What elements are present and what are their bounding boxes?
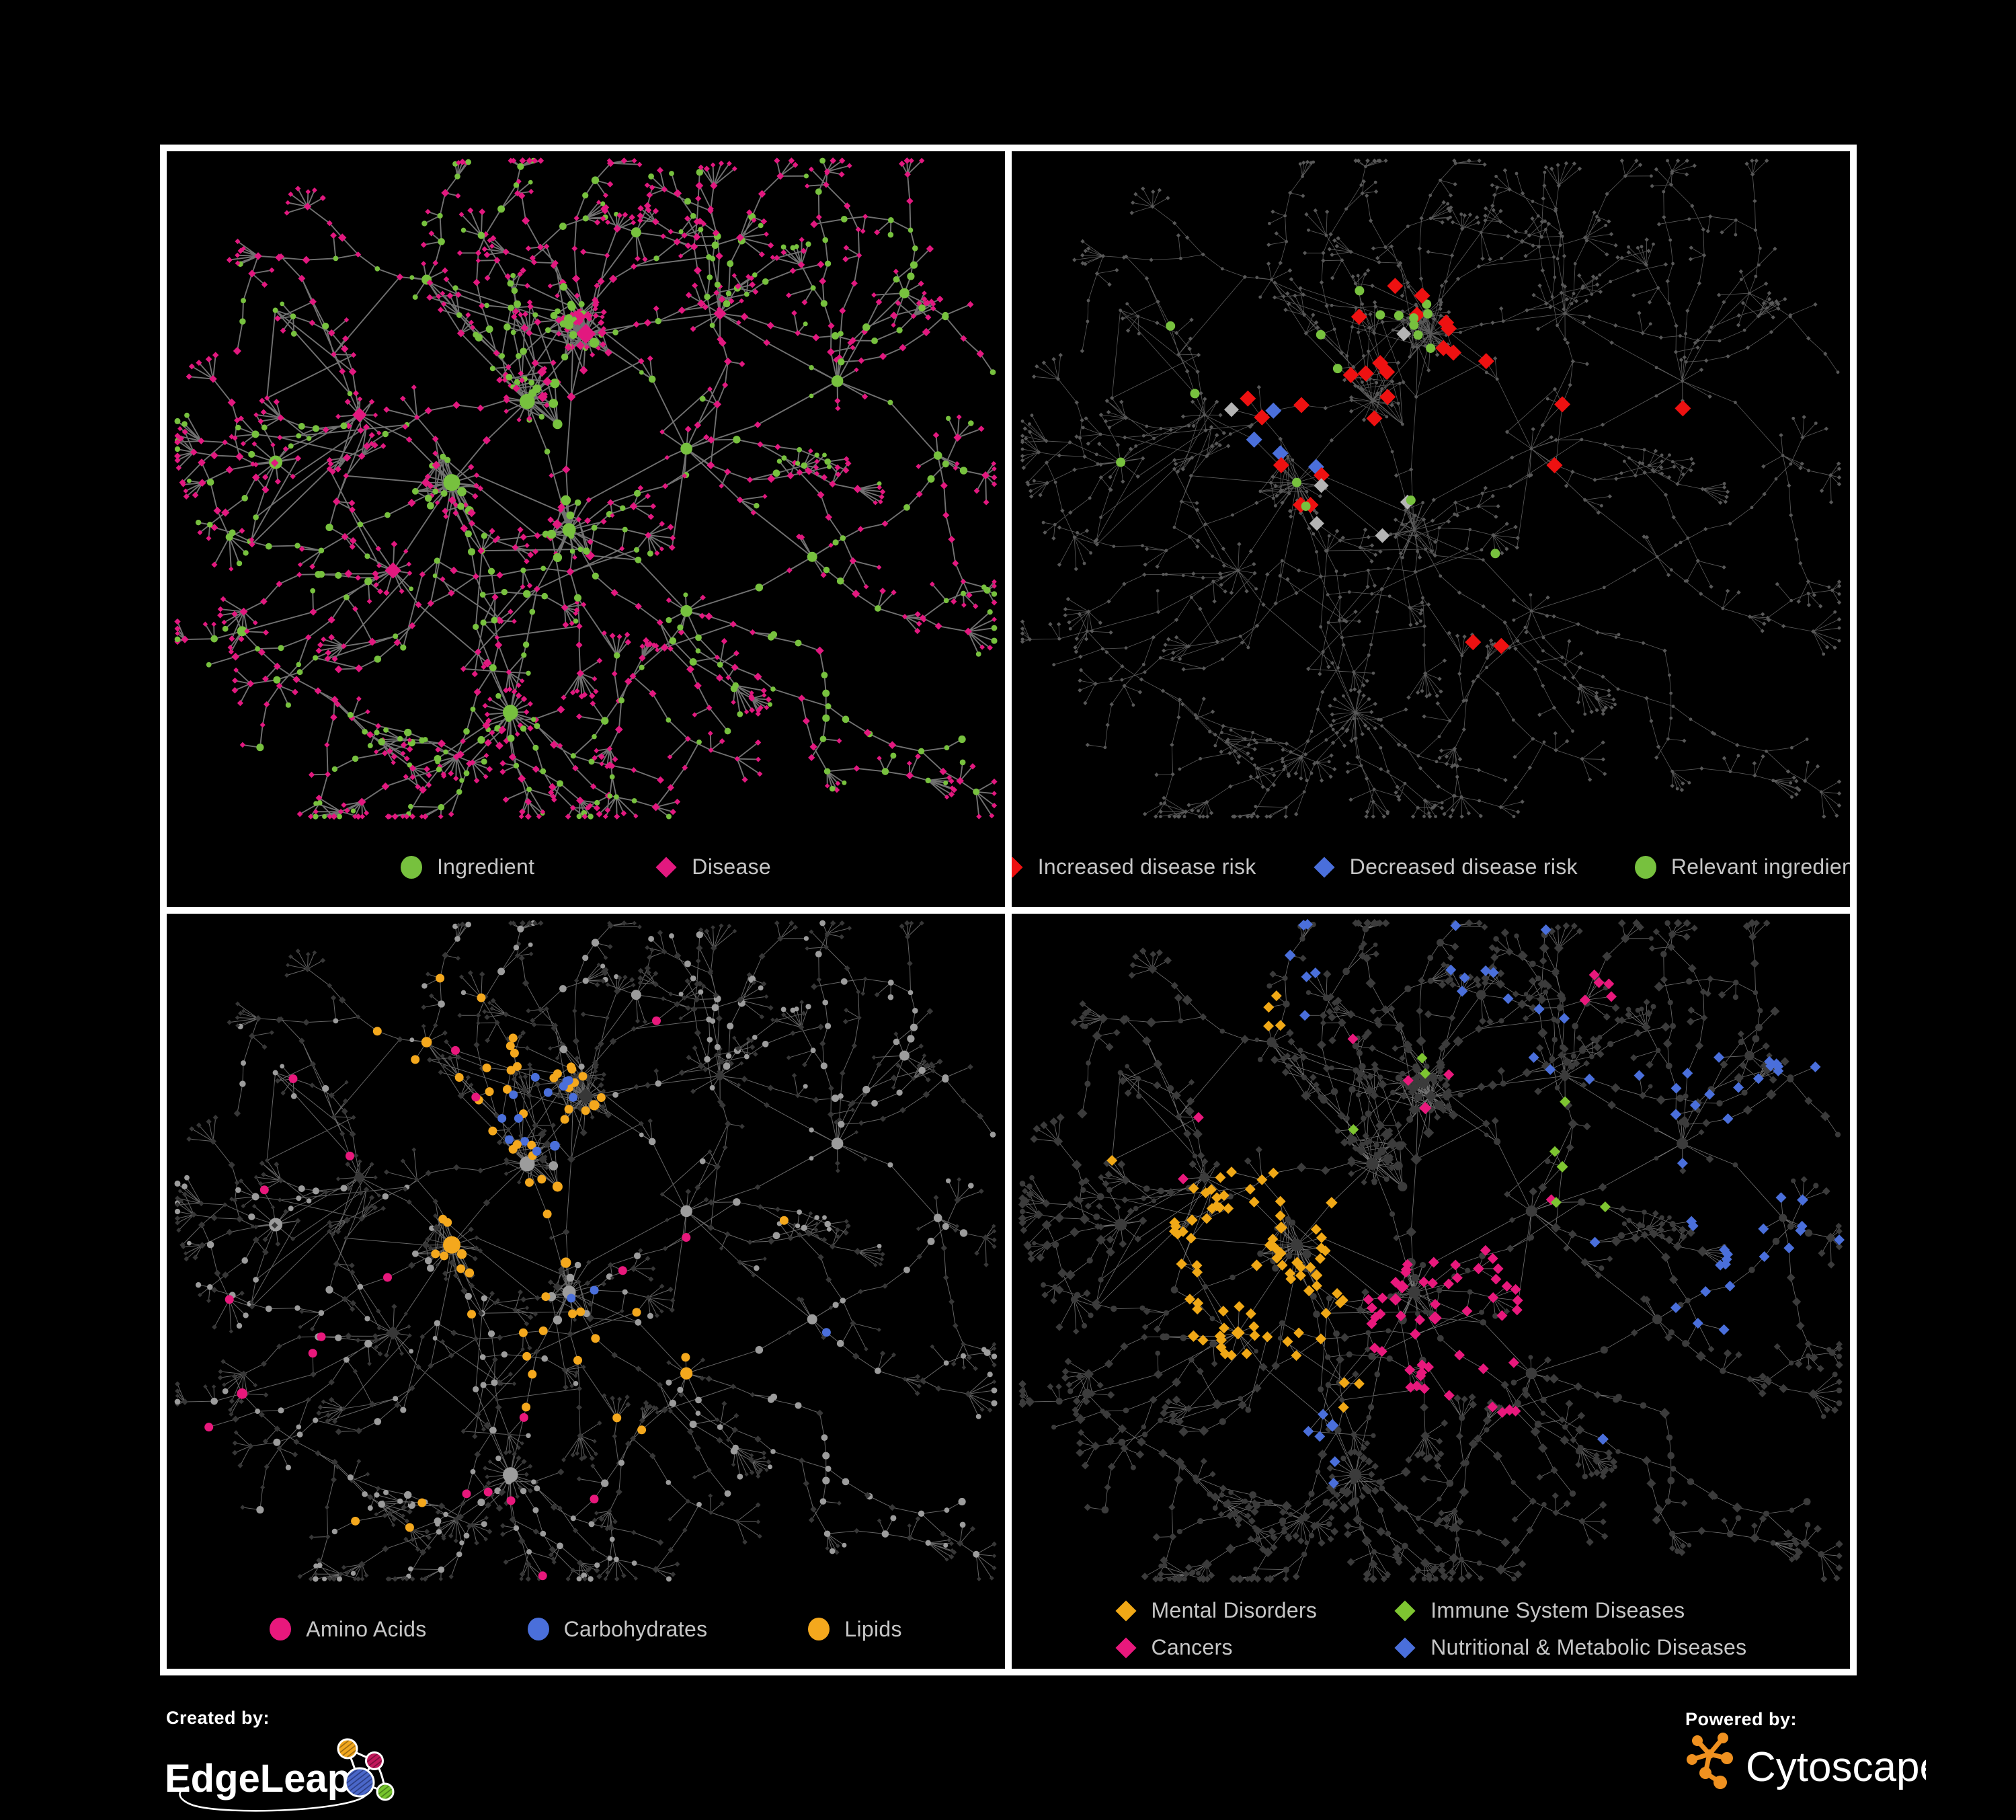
- legend-item-carbohydrates: Carbohydrates: [527, 1616, 708, 1642]
- network-graph-disease-risk: [1020, 158, 1842, 819]
- legend-item-ingredient: Ingredient: [400, 855, 535, 879]
- legend-item-increased-disease-risk: Increased disease risk: [1012, 855, 1256, 879]
- legend-label: Lipids: [844, 1616, 902, 1641]
- legend-item-immune-system-diseases: Immune System Diseases: [1394, 1598, 1746, 1623]
- legend-label: Mental Disorders: [1151, 1598, 1318, 1622]
- cytoscape-wordmark: Cytoscape: [1746, 1744, 1926, 1790]
- legend-ingredient-disease: Ingredient Disease: [167, 828, 1005, 907]
- legend-item-lipids: Lipids: [808, 1617, 901, 1642]
- legend-item-disease: Disease: [655, 855, 771, 879]
- legend-label: Amino Acids: [306, 1616, 427, 1641]
- legend-label: Relevant ingredient: [1670, 855, 1850, 879]
- network-graph-disease-classes: [1018, 918, 1845, 1583]
- legend-item-nutritional-metabolic-diseases: Nutritional & Metabolic Diseases: [1394, 1635, 1746, 1660]
- edgeleap-wordmark: EdgeLeap: [165, 1757, 351, 1801]
- legend-label: Decreased disease risk: [1349, 855, 1578, 879]
- legend-swatch-diamond: [1314, 856, 1335, 879]
- legend-swatch-circle: [808, 1618, 830, 1640]
- legend-swatch-diamond: [1394, 1636, 1416, 1659]
- network-graph-nutrient-classes: [174, 920, 998, 1582]
- legend-swatch-diamond: [1115, 1599, 1137, 1622]
- panel-ingredient-disease: Ingredient Disease: [167, 151, 1005, 907]
- legend-disease-classes: Mental Disorders Immune System Diseases Ca…: [1012, 1589, 1850, 1669]
- legend-item-decreased-disease-risk: Decreased disease risk: [1314, 855, 1578, 879]
- legend-nutrient-classes: Amino Acids Carbohydrates Lipids: [167, 1589, 1005, 1669]
- legend-label: Ingredient: [436, 855, 535, 879]
- legend-swatch-diamond: [655, 856, 677, 879]
- legend-label: Disease: [692, 855, 772, 879]
- edgeleap-swoosh: [179, 1786, 368, 1812]
- legend-swatch-circle: [1634, 855, 1656, 879]
- cytoscape-logo: Cytoscape: [1687, 1733, 1926, 1790]
- legend-item-cancers: Cancers: [1115, 1635, 1318, 1660]
- panel-disease-risk: Increased disease risk Decreased disease …: [1012, 151, 1850, 907]
- cytoscape-mark-icon: [1687, 1733, 1733, 1789]
- edgeleap-mark-icon: [337, 1738, 395, 1801]
- legend-swatch-diamond: [1394, 1599, 1416, 1622]
- panel-nutrient-classes: Amino Acids Carbohydrates Lipids: [167, 913, 1005, 1669]
- legend-label: Cancers: [1151, 1635, 1233, 1659]
- legend-item-amino-acids: Amino Acids: [270, 1617, 426, 1642]
- created-by-block: Created by: EdgeLeap: [165, 1708, 403, 1819]
- powered-by-label: Powered by:: [1685, 1709, 1798, 1729]
- legend-item-mental-disorders: Mental Disorders: [1115, 1598, 1318, 1623]
- legend-label: Carbohydrates: [563, 1616, 708, 1641]
- legend-swatch-circle: [270, 1618, 292, 1640]
- legend-swatch-circle: [400, 855, 422, 879]
- legend-disease-risk: Increased disease risk Decreased disease …: [1012, 828, 1850, 907]
- network-graph-ingredient-disease: [174, 157, 998, 820]
- panel-grid: Ingredient Disease Increased disease risk…: [160, 145, 1857, 1675]
- legend-swatch-diamond: [1115, 1636, 1137, 1659]
- powered-by-block: Powered by: Cytoscape: [1684, 1709, 1926, 1798]
- legend-swatch-circle: [527, 1618, 549, 1640]
- edgeleap-logo: EdgeLeap: [165, 1738, 395, 1812]
- legend-label: Immune System Diseases: [1430, 1598, 1685, 1622]
- created-by-label: Created by:: [166, 1708, 270, 1728]
- legend-swatch-diamond: [1012, 856, 1023, 879]
- legend-label: Nutritional & Metabolic Diseases: [1430, 1635, 1747, 1659]
- panel-disease-classes: Mental Disorders Immune System Diseases Ca…: [1012, 913, 1850, 1669]
- legend-label: Increased disease risk: [1037, 855, 1256, 879]
- legend-item-relevant-ingredient: Relevant ingredient: [1634, 855, 1850, 879]
